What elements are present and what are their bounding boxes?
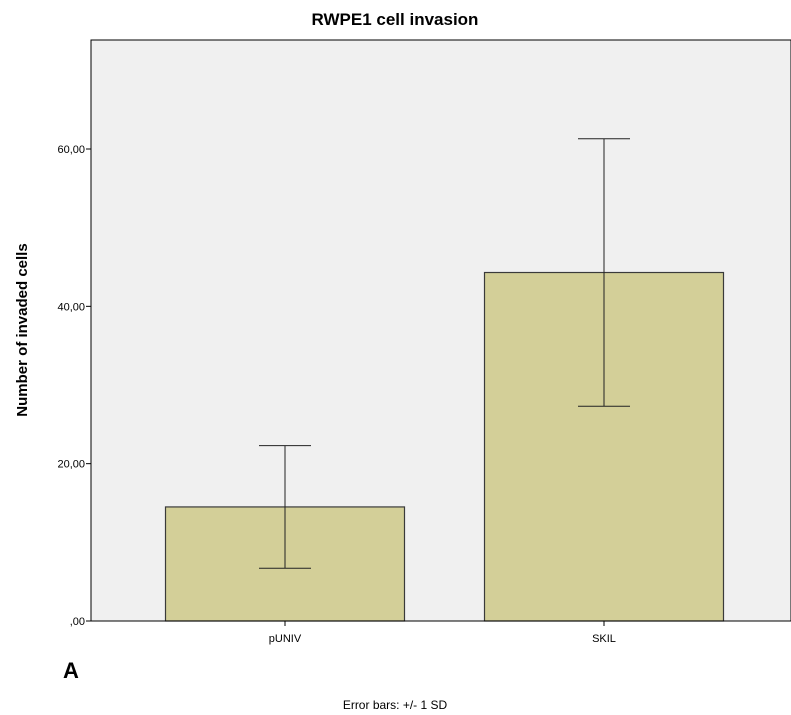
y-tick-label: 20,00 [57,459,85,471]
y-tick-label: ,00 [70,616,85,628]
panel-label: A [63,658,79,683]
y-tick-label: 40,00 [57,301,85,313]
x-axis: pUNIV SKIL [91,620,791,645]
x-tick-label: SKIL [592,633,616,645]
y-axis: ,00 20,00 40,00 60,00 [57,40,92,628]
x-tick-label: pUNIV [269,633,302,645]
y-axis-label: Number of invaded cells [14,243,31,416]
chart-title: RWPE1 cell invasion [312,10,479,29]
error-bars-layer [259,138,630,569]
y-tick-label: 60,00 [57,144,85,156]
error-bars-note: Error bars: +/- 1 SD [343,698,448,712]
